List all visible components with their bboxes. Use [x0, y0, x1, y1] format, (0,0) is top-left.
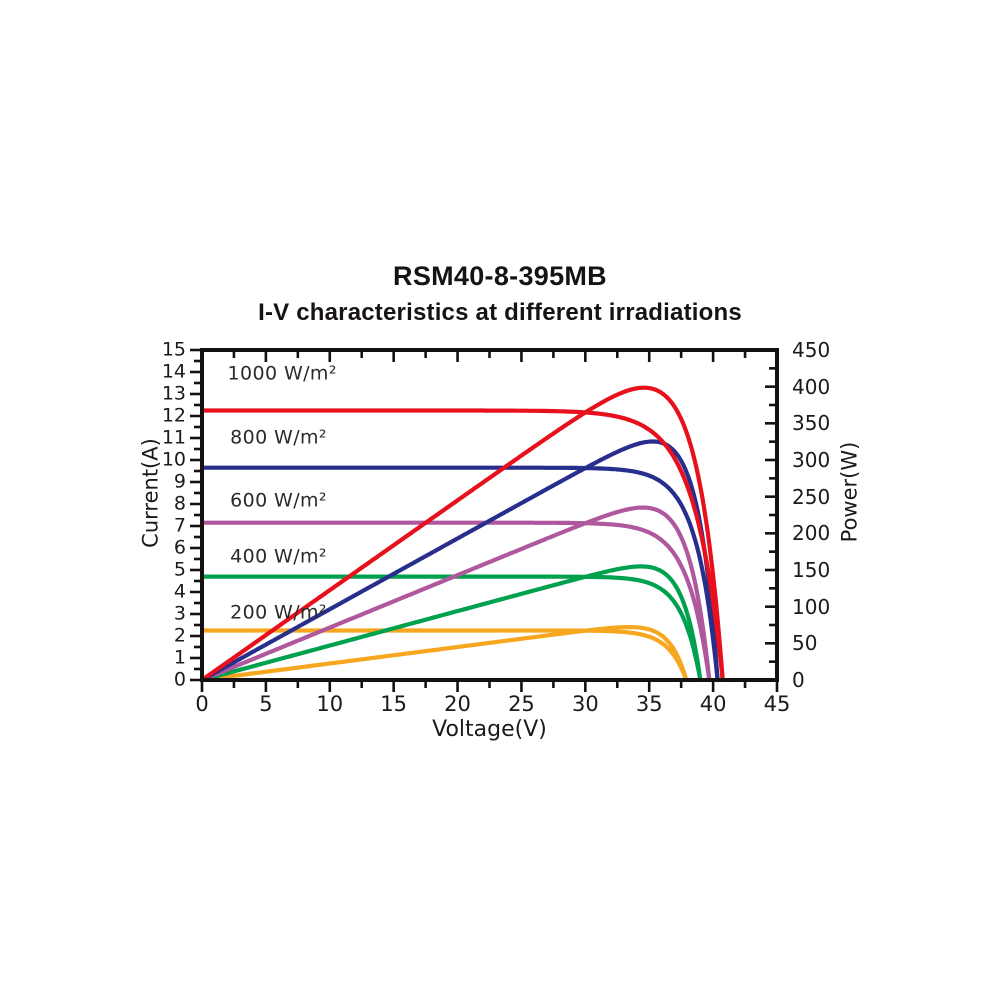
- pv-curve-1000: [199, 385, 725, 683]
- x-tick-label: 35: [635, 692, 663, 716]
- y-right-tick-label: 450: [792, 338, 831, 362]
- x-tick-label: 0: [195, 692, 209, 716]
- iv-curve-600: [199, 520, 712, 683]
- y-left-axis-title: Current(A): [138, 438, 163, 548]
- y-right-tick-label: 250: [792, 484, 831, 509]
- y-left-tick-label: 2: [173, 624, 186, 647]
- pv-curve-400: [199, 564, 703, 683]
- iv-curve-800: [199, 465, 720, 683]
- chart-title: RSM40-8-395MB: [393, 261, 607, 291]
- x-tick-label: 20: [444, 692, 471, 716]
- iv-curve-1000: [199, 408, 725, 683]
- y-left-tick-label: 7: [173, 514, 186, 537]
- y-left-tick-label: 0: [173, 668, 186, 691]
- y-right-tick-label: 0: [792, 668, 805, 692]
- pv-curve-800: [199, 439, 720, 683]
- y-left-tick-label: 12: [161, 404, 186, 427]
- y-right-tick-label: 400: [792, 374, 831, 399]
- y-right-axis-title: Power(W): [837, 441, 862, 543]
- x-tick-label: 10: [316, 692, 344, 716]
- x-tick-label: 30: [571, 692, 599, 716]
- y-right-tick-label: 200: [792, 521, 831, 546]
- y-left-tick-label: 4: [173, 580, 186, 603]
- y-left-tick-label: 9: [173, 470, 186, 493]
- iv-curve-200: [199, 628, 689, 683]
- x-tick-label: 5: [259, 692, 273, 716]
- y-left-tick-label: 13: [161, 382, 186, 405]
- y-left-tick-label: 14: [161, 360, 186, 383]
- x-tick-label: 45: [763, 692, 791, 716]
- y-left-tick-label: 6: [173, 536, 186, 559]
- y-right-tick-label: 50: [792, 631, 818, 656]
- y-left-tick-label: 11: [161, 426, 186, 449]
- y-right-tick-label: 150: [792, 558, 831, 582]
- x-tick-label: 15: [380, 692, 408, 716]
- y-left-tick-label: 1: [173, 646, 186, 669]
- y-right-tick-label: 350: [792, 411, 831, 436]
- pv-curve-600: [199, 505, 712, 683]
- y-right-tick-label: 300: [792, 448, 831, 472]
- series-label-200: 200 W/m²: [230, 601, 327, 624]
- series-label-400: 400 W/m²: [230, 545, 327, 568]
- y-right-tick-label: 100: [792, 594, 831, 619]
- series-label-600: 600 W/m²: [230, 489, 327, 512]
- y-left-tick-label: 10: [161, 448, 186, 471]
- series-label-1000: 1000 W/m²: [227, 362, 337, 385]
- y-left-tick-label: 8: [173, 492, 186, 515]
- y-left-tick-label: 15: [161, 338, 186, 361]
- chart-subtitle: I-V characteristics at different irradia…: [258, 299, 742, 326]
- series-label-800: 800 W/m²: [230, 426, 327, 449]
- x-tick-label: 25: [508, 692, 535, 716]
- x-axis-title: Voltage(V): [432, 717, 547, 742]
- pv-curve-200: [199, 625, 689, 683]
- y-left-tick-label: 3: [173, 602, 186, 625]
- x-tick-label: 40: [699, 692, 727, 716]
- y-left-tick-label: 5: [173, 558, 186, 581]
